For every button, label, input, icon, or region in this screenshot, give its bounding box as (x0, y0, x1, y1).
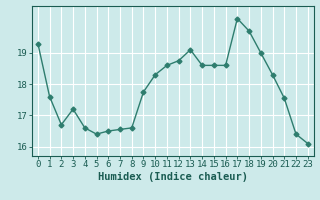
X-axis label: Humidex (Indice chaleur): Humidex (Indice chaleur) (98, 172, 248, 182)
